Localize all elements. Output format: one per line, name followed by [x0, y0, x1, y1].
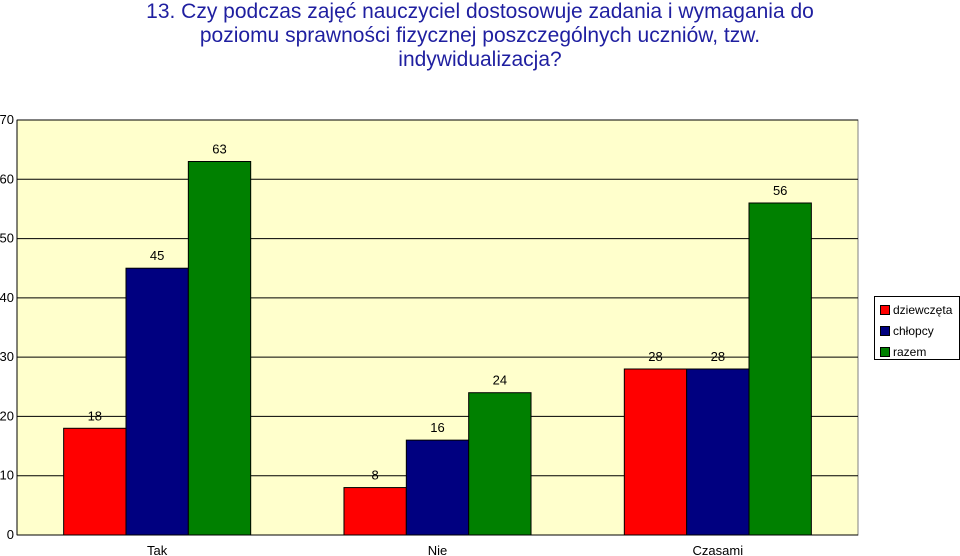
legend-swatch-dziewczeta: [880, 304, 890, 315]
bar-czasami-2: [748, 202, 812, 536]
legend-label-dziewczeta: dziewczęta: [893, 302, 953, 317]
bar-tak-2: [187, 161, 252, 536]
legend-label-razem: razem: [893, 344, 927, 359]
y-tick-label-30: 30: [0, 349, 14, 364]
data-label-czasami-0: 28: [648, 349, 662, 364]
bar-czasami-0: [623, 368, 688, 536]
chart-title-line-2: poziomu sprawności fizycznej poszczególn…: [199, 24, 761, 47]
data-label-nie-1: 16: [430, 420, 444, 435]
data-label-czasami-2: 56: [773, 183, 787, 198]
x-tick-label-tak: Tak: [147, 543, 168, 556]
data-label-tak-0: 18: [88, 408, 102, 423]
legend-item-dziewczeta: dziewczęta: [880, 299, 959, 320]
y-tick-label-40: 40: [0, 290, 14, 305]
chart-title-line-3: indywidualizacja?: [398, 48, 562, 71]
legend-swatch-chlopcy: [880, 325, 890, 336]
y-tick-label-70: 70: [0, 112, 14, 127]
y-tick-label-20: 20: [0, 408, 14, 423]
y-tick-label-50: 50: [0, 231, 14, 246]
legend-label-chlopcy: chłopcy: [893, 323, 934, 338]
bar-nie-1: [405, 439, 470, 536]
data-label-nie-2: 24: [493, 373, 507, 388]
bar-tak-1: [125, 267, 189, 536]
x-tick-label-nie: Nie: [428, 543, 448, 556]
legend-item-chlopcy: chłopcy: [880, 320, 959, 341]
bar-czasami-1: [686, 368, 750, 536]
data-label-nie-0: 8: [372, 468, 379, 483]
chart-title-line-1: 13. Czy podczas zajęć nauczyciel dostoso…: [146, 0, 814, 23]
legend-swatch-razem: [880, 346, 890, 357]
x-tick-label-czasami: Czasami: [693, 543, 744, 556]
bar-nie-2: [468, 392, 532, 536]
bar-tak-0: [63, 427, 127, 536]
y-tick-label-60: 60: [0, 171, 14, 186]
y-tick-label-10: 10: [0, 468, 14, 483]
chart-legend: dziewczęta chłopcy razem: [874, 296, 960, 360]
data-label-tak-1: 45: [150, 248, 164, 263]
bar-nie-0: [343, 487, 407, 536]
data-label-tak-2: 63: [212, 142, 226, 157]
chart-title: 13. Czy podczas zajęć nauczyciel dostoso…: [0, 0, 960, 72]
data-label-czasami-1: 28: [711, 349, 725, 364]
y-tick-label-0: 0: [7, 527, 14, 542]
legend-item-razem: razem: [880, 341, 959, 362]
